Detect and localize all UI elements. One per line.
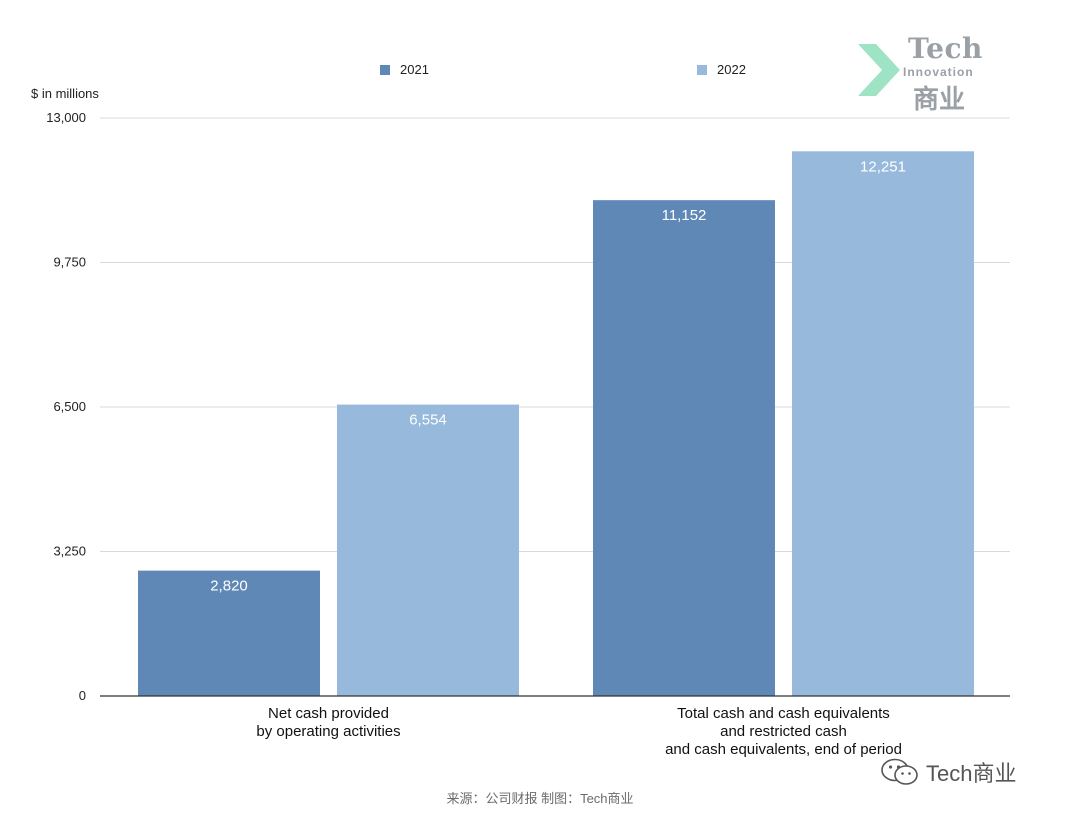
bar-2022-2 bbox=[792, 151, 974, 696]
source-caption: 来源：公司财报 制图：Tech商业 bbox=[446, 791, 634, 806]
wechat-icon bbox=[881, 758, 918, 785]
bar-value-label: 6,554 bbox=[409, 412, 447, 429]
x-tick-label: and restricted cash bbox=[720, 723, 847, 740]
bar-value-label: 12,251 bbox=[860, 158, 906, 175]
y-tick-label: 0 bbox=[79, 688, 86, 703]
y-tick-label: 6,500 bbox=[53, 399, 86, 414]
bar-2021-1 bbox=[138, 570, 320, 696]
legend-item-2021: 2021 bbox=[380, 62, 429, 77]
chevron-arrow-icon bbox=[858, 44, 900, 96]
y-tick-label: 13,000 bbox=[46, 110, 86, 125]
y-tick-label: 3,250 bbox=[53, 544, 86, 559]
x-tick-label: Total cash and cash equivalents bbox=[677, 705, 890, 722]
bar-2022-1 bbox=[337, 404, 519, 696]
legend-label-2022: 2022 bbox=[717, 62, 746, 77]
bar-value-label: 2,820 bbox=[210, 578, 248, 595]
x-tick-label: by operating activities bbox=[256, 723, 400, 740]
legend-swatch-2022 bbox=[697, 64, 707, 75]
wechat-label: Tech商业 bbox=[926, 761, 1017, 786]
x-tick-label: Net cash provided bbox=[268, 705, 389, 722]
logo-text-tech: Tech bbox=[908, 32, 983, 65]
y-tick-label: 9,750 bbox=[53, 255, 86, 270]
x-tick-label: and cash equivalents, end of period bbox=[665, 741, 902, 758]
logo-text-business: 商业 bbox=[913, 85, 966, 115]
legend-label-2021: 2021 bbox=[400, 62, 429, 77]
tech-innovation-logo: Tech Innovation 商业 bbox=[858, 30, 988, 115]
y-axis-unit-label: $ in millions bbox=[31, 86, 99, 101]
wechat-watermark: Tech商业 bbox=[880, 756, 1016, 788]
legend-swatch-2021 bbox=[380, 64, 390, 75]
logo-text-innovation: Innovation bbox=[903, 65, 974, 79]
bar-2021-2 bbox=[593, 200, 775, 696]
bar-value-label: 11,152 bbox=[662, 207, 707, 224]
legend-item-2022: 2022 bbox=[697, 62, 746, 77]
